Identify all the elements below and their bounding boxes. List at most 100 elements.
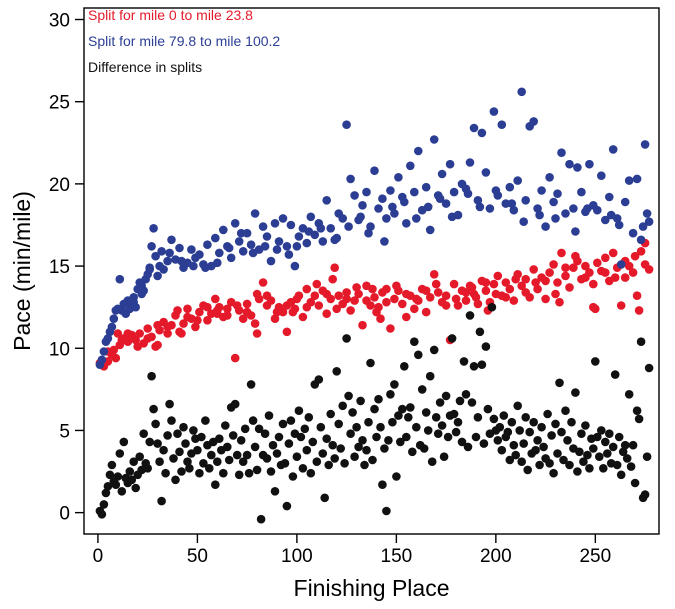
data-point: [151, 251, 160, 261]
data-point: [616, 470, 626, 480]
data-point: [449, 187, 459, 197]
data-point: [260, 429, 270, 439]
data-point: [640, 260, 650, 269]
data-point: [412, 294, 421, 304]
data-point: [364, 417, 373, 427]
data-point: [223, 442, 232, 452]
data-point: [421, 182, 431, 192]
data-point: [354, 289, 363, 299]
data-point: [240, 424, 250, 434]
data-point: [242, 228, 252, 238]
data-point: [571, 227, 580, 236]
data-point: [107, 460, 117, 470]
data-point: [153, 439, 162, 448]
data-point: [459, 357, 469, 366]
data-point: [425, 293, 435, 302]
data-point: [372, 307, 381, 317]
data-point: [270, 487, 280, 496]
data-point: [125, 467, 135, 476]
data-point: [628, 228, 638, 238]
data-point: [260, 242, 270, 251]
data-point: [278, 419, 288, 429]
data-point: [139, 429, 148, 439]
data-point: [298, 464, 308, 473]
plot-frame: [83, 7, 660, 535]
data-point: [497, 445, 507, 455]
data-point: [322, 196, 332, 205]
data-point: [284, 250, 294, 259]
data-point: [501, 199, 511, 208]
data-point: [203, 316, 212, 325]
data-point: [505, 182, 515, 192]
data-point: [610, 273, 620, 282]
data-point: [314, 301, 324, 310]
data-point: [537, 186, 546, 195]
data-point: [280, 459, 290, 468]
data-point: [593, 432, 602, 442]
data-point: [183, 457, 192, 467]
data-point: [400, 197, 409, 207]
data-point: [519, 217, 528, 226]
data-point: [511, 450, 520, 460]
data-point: [306, 212, 316, 222]
data-point: [632, 291, 642, 301]
data-point: [282, 301, 292, 310]
data-point: [332, 233, 342, 243]
data-point: [248, 248, 258, 258]
data-point: [479, 439, 489, 448]
data-point: [378, 480, 387, 490]
data-point: [213, 258, 222, 268]
data-point: [163, 322, 172, 332]
data-point: [529, 265, 538, 274]
legend: Split for mile 0 to mile 23.8 Split for m…: [88, 7, 280, 75]
data-point: [159, 265, 168, 274]
data-point: [555, 297, 564, 307]
data-point: [455, 396, 465, 406]
y-tick-label: 25: [49, 93, 70, 114]
data-point: [402, 432, 411, 442]
data-point: [483, 404, 493, 414]
data-point: [608, 248, 618, 258]
data-point: [169, 454, 178, 463]
data-point: [610, 370, 620, 379]
data-point: [302, 284, 312, 294]
data-point: [451, 294, 461, 304]
data-point: [143, 464, 152, 473]
data-point: [531, 278, 540, 287]
data-point: [342, 334, 351, 343]
data-point: [131, 335, 140, 345]
data-point: [557, 248, 566, 258]
data-point: [153, 271, 162, 281]
data-point: [487, 302, 497, 312]
data-point: [370, 404, 379, 414]
data-point: [252, 465, 262, 475]
data-point: [163, 431, 172, 440]
data-point: [589, 444, 598, 453]
data-point: [242, 450, 252, 460]
data-point: [535, 460, 544, 470]
data-point: [493, 271, 503, 281]
y-tick-label: 30: [49, 11, 70, 32]
x-tick-label: 0: [93, 546, 104, 567]
data-point: [163, 329, 172, 338]
data-point: [561, 263, 570, 273]
data-point: [358, 201, 367, 210]
data-point: [316, 224, 326, 233]
data-point: [392, 472, 401, 481]
data-point: [223, 304, 232, 314]
data-point: [628, 440, 638, 450]
series-2: [95, 87, 654, 370]
data-point: [539, 442, 548, 452]
data-point: [312, 279, 322, 289]
data-point: [115, 449, 125, 458]
data-point: [593, 205, 602, 215]
data-point: [636, 235, 646, 245]
data-point: [352, 422, 361, 432]
data-point: [394, 411, 403, 420]
data-point: [605, 429, 614, 439]
data-point: [189, 261, 198, 271]
data-point: [242, 307, 252, 317]
data-point: [392, 281, 401, 291]
data-point: [517, 457, 526, 467]
data-point: [517, 87, 526, 97]
